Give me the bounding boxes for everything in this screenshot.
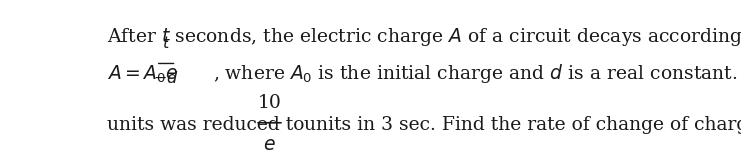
Text: 10: 10 [258, 94, 282, 112]
Text: $-d$: $-d$ [153, 70, 179, 87]
Text: units was reduced to: units was reduced to [107, 116, 305, 134]
Text: After $t$ seconds, the electric charge $A$ of a circuit decays according to the : After $t$ seconds, the electric charge $… [107, 26, 741, 48]
Text: units in 3 sec. Find the rate of change of charge at 3 seconds.: units in 3 sec. Find the rate of change … [298, 116, 741, 134]
Text: $A = A_0e$: $A = A_0e$ [107, 63, 179, 85]
Text: $t$: $t$ [162, 35, 170, 52]
Text: , where $A_0$ is the initial charge and $d$ is a real constant. The initial char: , where $A_0$ is the initial charge and … [213, 62, 741, 85]
Text: $e$: $e$ [263, 136, 276, 151]
